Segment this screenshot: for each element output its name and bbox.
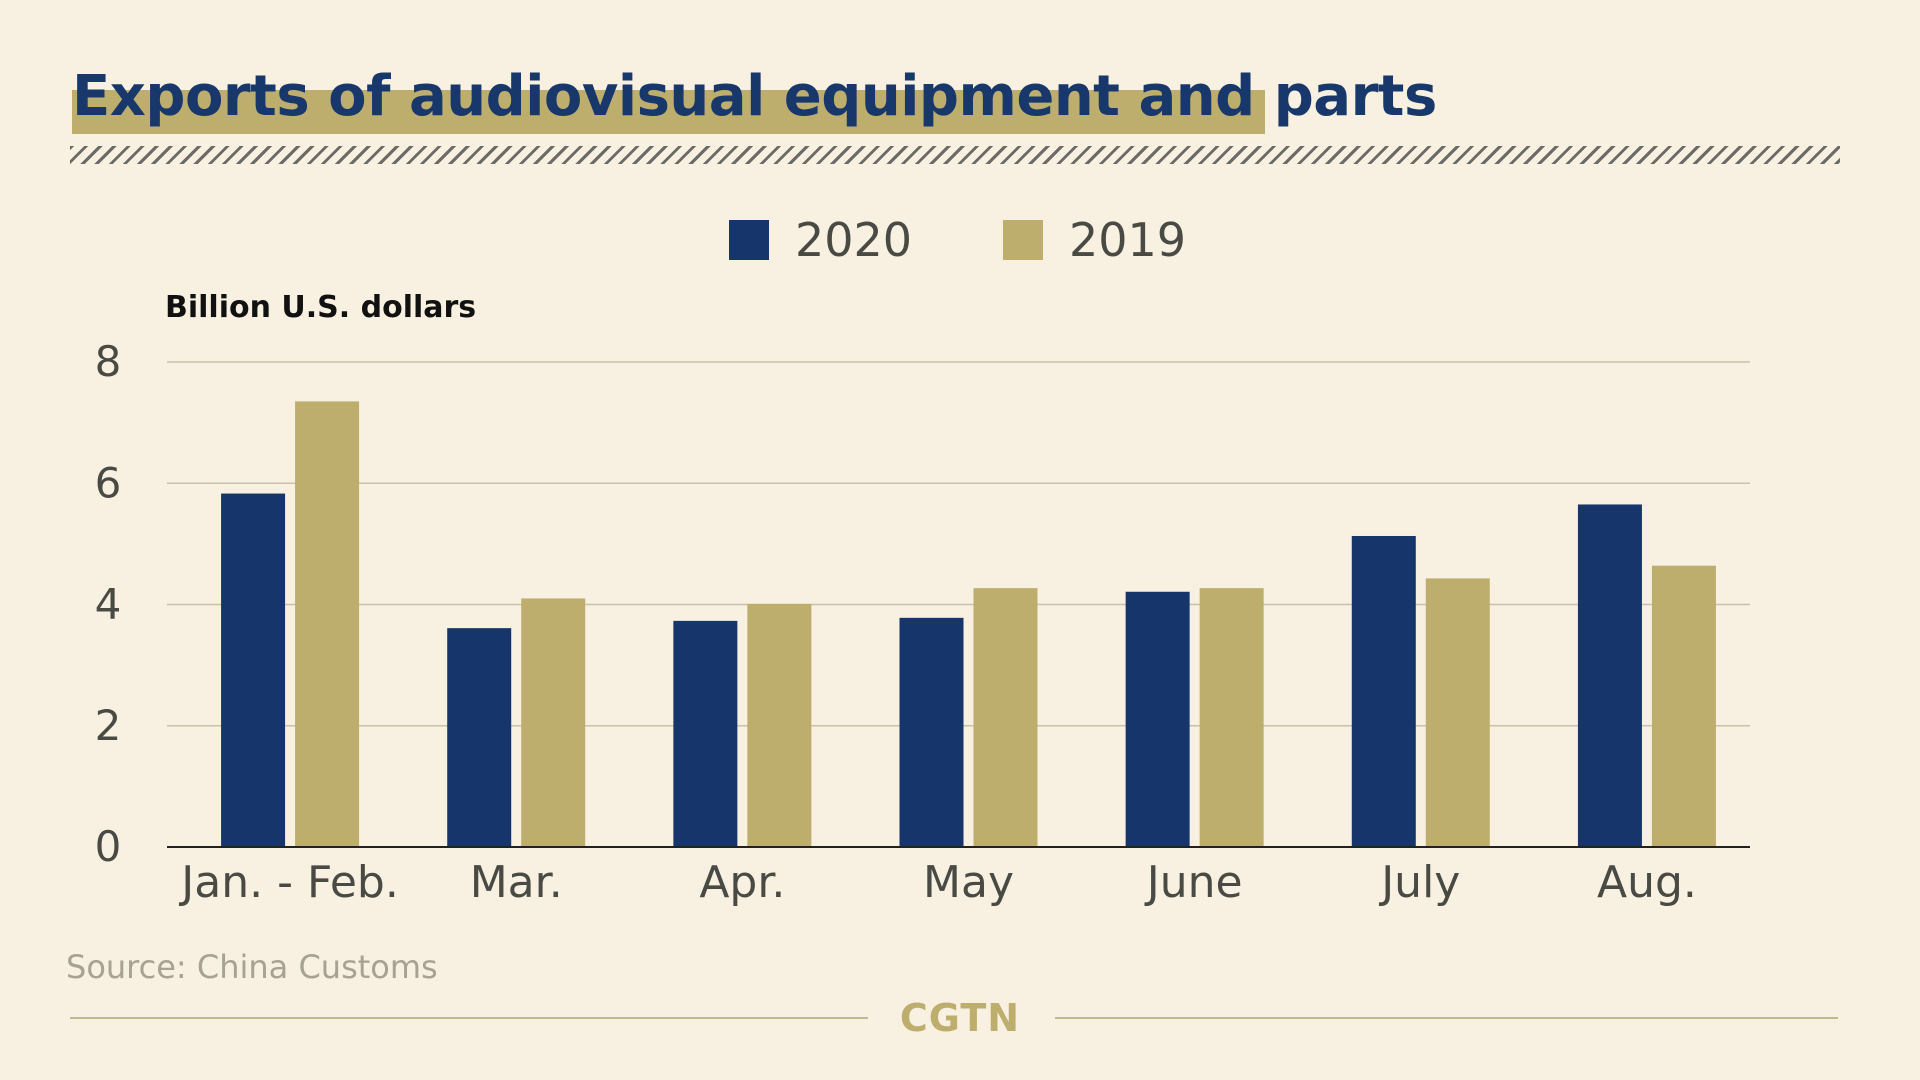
- x-tick-label: June: [1144, 857, 1243, 908]
- y-tick-label: 4: [95, 580, 122, 629]
- footer-line-right: [1055, 1017, 1838, 1019]
- legend-label-2020: 2020: [795, 213, 913, 267]
- bar-2019: [1199, 588, 1264, 847]
- footer-line-left: [70, 1017, 868, 1019]
- bar-2019: [295, 401, 360, 847]
- y-axis-label: Billion U.S. dollars: [165, 290, 477, 325]
- bar-2020: [1351, 535, 1416, 847]
- legend-item-2019: 2019: [1003, 210, 1186, 270]
- x-tick-label: Aug.: [1597, 857, 1697, 908]
- y-tick-label: 8: [95, 337, 122, 386]
- bar-2020: [1125, 591, 1190, 847]
- y-tick-label: 6: [95, 458, 122, 507]
- bar-2020: [673, 620, 738, 847]
- x-tick-label: Apr.: [699, 857, 785, 908]
- x-tick-label: May: [923, 857, 1014, 908]
- y-tick-label: 2: [95, 701, 122, 750]
- legend: 2020 2019: [0, 210, 1920, 270]
- legend-item-2020: 2020: [729, 210, 912, 270]
- chart-title: Exports of audiovisual equipment and par…: [72, 64, 1437, 129]
- y-tick-label: 0: [95, 822, 122, 871]
- x-tick-label: July: [1378, 857, 1460, 908]
- x-tick-label: Mar.: [470, 857, 563, 908]
- chart-title-block: Exports of audiovisual equipment and par…: [72, 62, 1437, 134]
- bar-2020: [899, 617, 964, 847]
- bar-2020: [221, 493, 286, 847]
- x-tick-label: Jan. - Feb.: [178, 857, 399, 908]
- legend-swatch-2020: [729, 220, 769, 260]
- bar-2019: [1651, 565, 1716, 847]
- source-note: Source: China Customs: [66, 948, 438, 986]
- bar-2019: [1425, 578, 1490, 847]
- legend-label-2019: 2019: [1069, 213, 1187, 267]
- legend-swatch-2019: [1003, 220, 1043, 260]
- bar-2019: [973, 588, 1038, 847]
- bar-2019: [521, 598, 586, 847]
- hatched-divider: [70, 146, 1840, 164]
- bar-2020: [1577, 504, 1642, 847]
- brand-logo-text: CGTN: [899, 996, 1021, 1040]
- bar-2019: [747, 603, 812, 847]
- title-highlight-bar: [72, 90, 1265, 134]
- bar-2020: [447, 628, 512, 847]
